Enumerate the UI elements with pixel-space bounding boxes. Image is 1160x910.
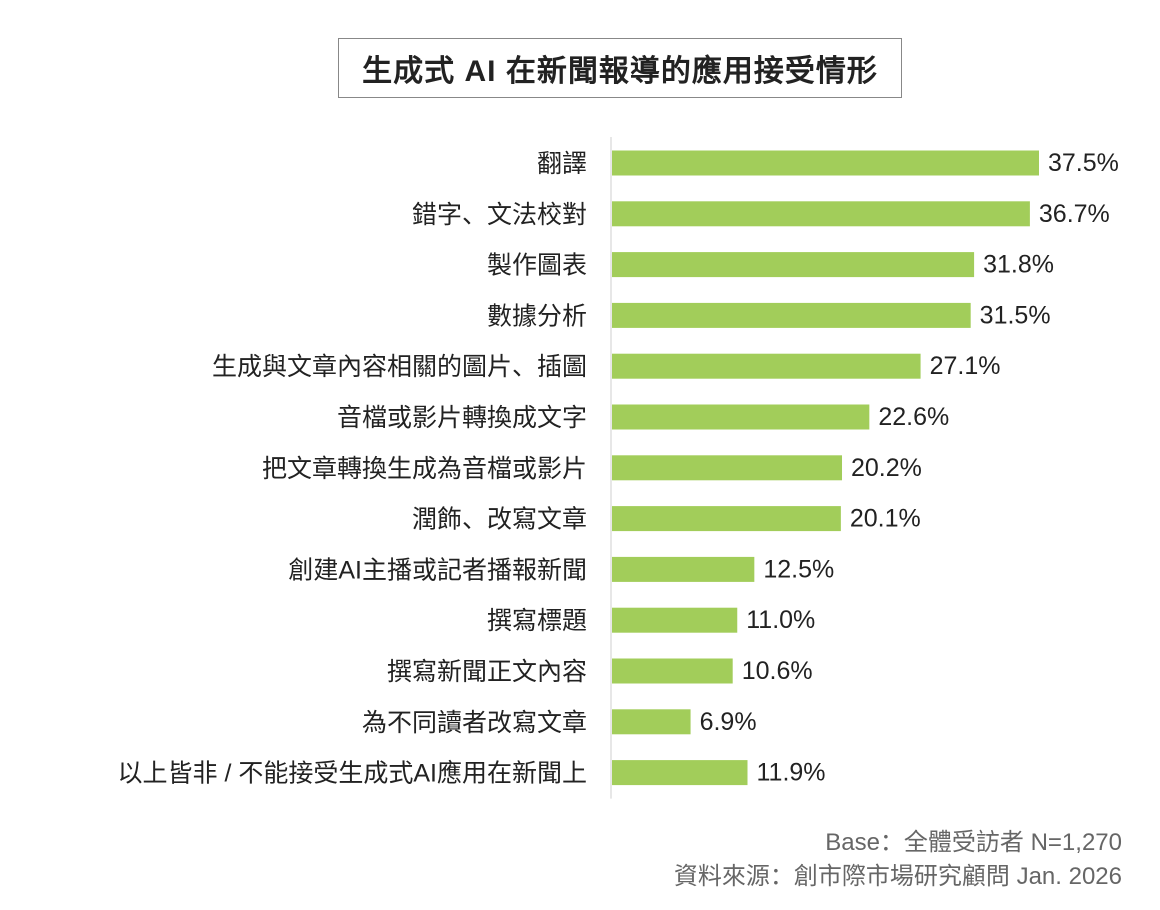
category-label: 為不同讀者改寫文章 bbox=[362, 709, 587, 737]
bar bbox=[612, 455, 843, 481]
bar bbox=[612, 709, 691, 735]
bar bbox=[612, 252, 975, 278]
category-label: 數據分析 bbox=[487, 302, 587, 330]
category-label: 音檔或影片轉換成文字 bbox=[337, 404, 587, 432]
category-label: 翻譯 bbox=[537, 150, 587, 178]
bar bbox=[612, 302, 971, 328]
bar bbox=[612, 760, 748, 786]
bar bbox=[612, 658, 733, 684]
data-label: 31.8% bbox=[983, 251, 1054, 279]
data-label: 11.0% bbox=[746, 606, 815, 634]
data-label: 10.6% bbox=[742, 657, 813, 685]
data-label: 20.1% bbox=[850, 505, 921, 533]
bar bbox=[612, 150, 1039, 176]
data-label: 31.5% bbox=[980, 301, 1051, 329]
category-label: 錯字、文法校對 bbox=[412, 201, 587, 229]
data-label: 6.9% bbox=[700, 708, 757, 736]
bar bbox=[612, 353, 921, 379]
category-label: 把文章轉換生成為音檔或影片 bbox=[262, 455, 587, 483]
category-label: 生成與文章內容相關的圖片、插圖 bbox=[212, 353, 587, 381]
category-label: 潤飾、改寫文章 bbox=[412, 506, 587, 534]
chart-title: 生成式 AI 在新聞報導的應用接受情形 bbox=[362, 55, 878, 88]
footer-base-note: Base：全體受訪者 N=1,270 bbox=[825, 829, 1122, 856]
data-label: 37.5% bbox=[1048, 149, 1119, 177]
bar bbox=[612, 607, 738, 633]
chart-title-box: 生成式 AI 在新聞報導的應用接受情形 bbox=[338, 38, 902, 98]
footer-source-note: 資料來源：創市際市場研究顧問 Jan. 2026 bbox=[673, 863, 1122, 890]
bar bbox=[612, 506, 841, 532]
data-label: 20.2% bbox=[851, 454, 922, 482]
category-label: 撰寫新聞正文內容 bbox=[387, 658, 587, 686]
data-label: 27.1% bbox=[930, 352, 1001, 380]
category-label: 創建AI主播或記者播報新聞 bbox=[288, 556, 587, 584]
bar bbox=[612, 404, 870, 430]
category-label: 以上皆非 / 不能接受生成式AI應用在新聞上 bbox=[118, 760, 587, 788]
data-label: 11.9% bbox=[757, 759, 826, 787]
bar bbox=[612, 556, 755, 582]
category-label: 撰寫標題 bbox=[487, 607, 587, 635]
category-label: 製作圖表 bbox=[487, 252, 587, 280]
bar bbox=[612, 201, 1030, 227]
data-label: 12.5% bbox=[763, 555, 834, 583]
data-label: 22.6% bbox=[878, 403, 949, 431]
data-label: 36.7% bbox=[1039, 200, 1110, 228]
